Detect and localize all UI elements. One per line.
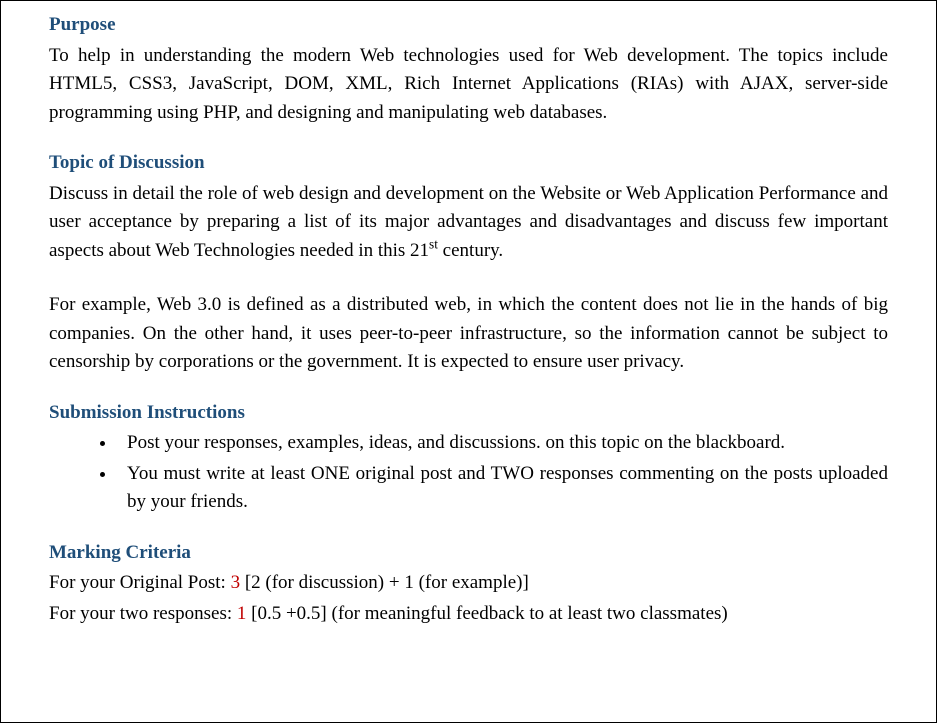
heading-purpose: Purpose: [49, 11, 888, 40]
ordinal-superscript: st: [429, 236, 438, 251]
paragraph-topic-1: Discuss in detail the role of web design…: [49, 180, 888, 266]
marking-line1-score: 3: [231, 572, 241, 593]
list-item: You must write at least ONE original pos…: [117, 460, 888, 517]
paragraph-purpose: To help in understanding the modern Web …: [49, 42, 888, 128]
paragraph-topic-2: For example, Web 3.0 is defined as a dis…: [49, 291, 888, 377]
marking-line2-score: 1: [237, 603, 247, 624]
spacer: [49, 265, 888, 291]
marking-line-2: For your two responses: 1 [0.5 +0.5] (fo…: [49, 600, 888, 629]
heading-marking: Marking Criteria: [49, 539, 888, 568]
topic-body1-post: century.: [438, 240, 503, 261]
heading-topic: Topic of Discussion: [49, 149, 888, 178]
marking-line2-post: [0.5 +0.5] (for meaningful feedback to a…: [246, 603, 727, 624]
list-item: Post your responses, examples, ideas, an…: [117, 429, 888, 458]
marking-line1-pre: For your Original Post:: [49, 572, 231, 593]
heading-submission: Submission Instructions: [49, 399, 888, 428]
marking-line1-post: [2 (for discussion) + 1 (for example)]: [240, 572, 529, 593]
marking-line2-pre: For your two responses:: [49, 603, 237, 624]
marking-line-1: For your Original Post: 3 [2 (for discus…: [49, 569, 888, 598]
submission-bullet-list: Post your responses, examples, ideas, an…: [117, 429, 888, 517]
